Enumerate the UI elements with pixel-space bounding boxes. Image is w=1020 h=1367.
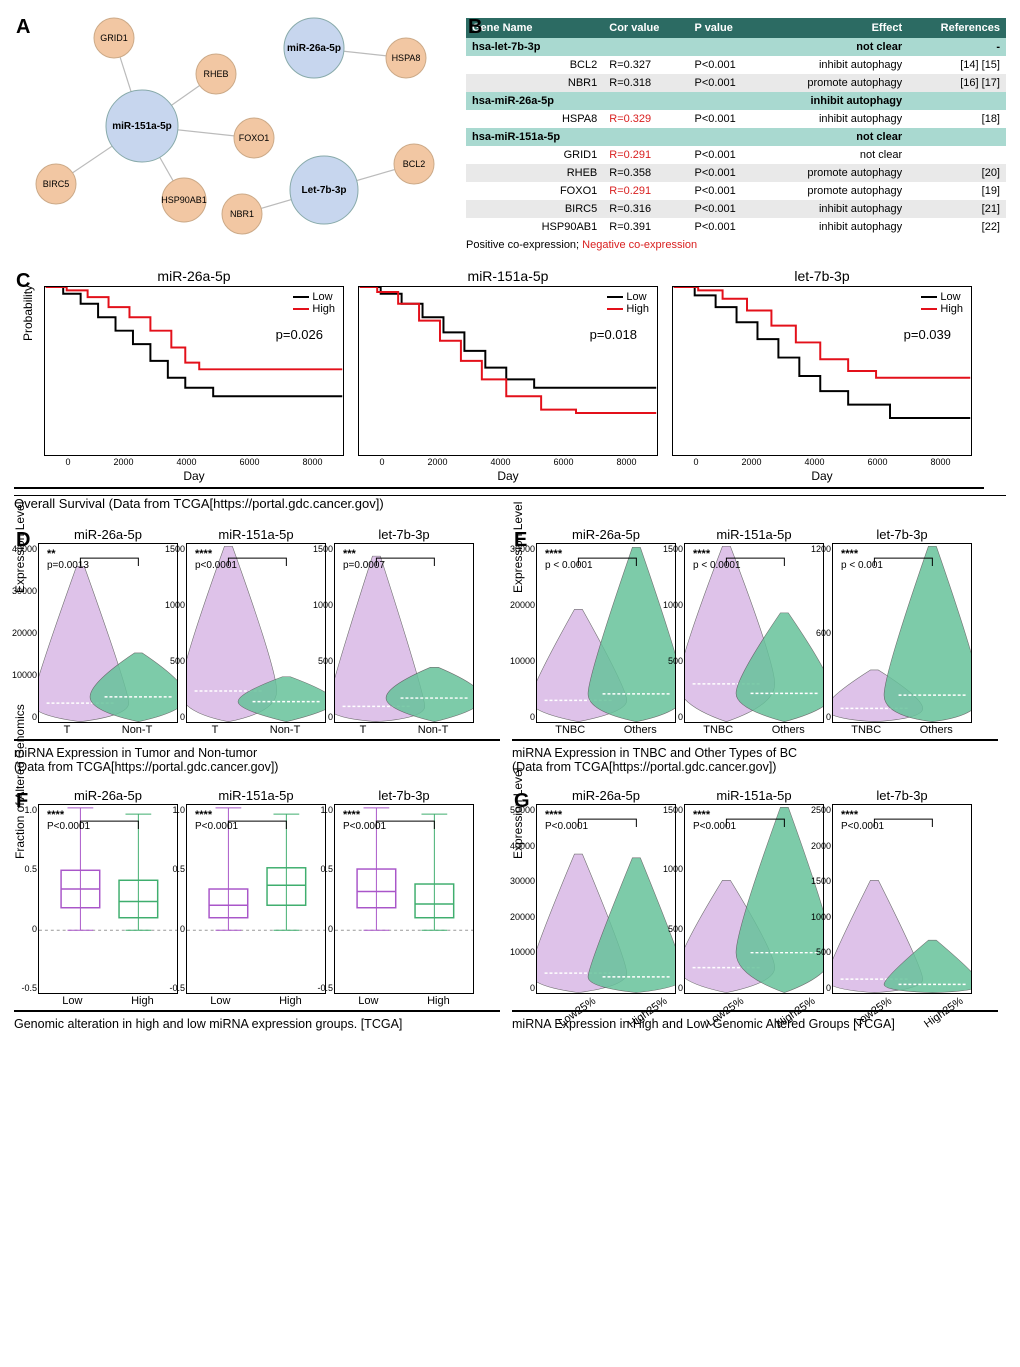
panel-g: G miR-26a-5p****P<0.0001Expression Level…: [512, 788, 998, 1031]
svg-text:BCL2: BCL2: [403, 159, 426, 169]
panel-d-caption: miRNA Expression in Tumor and Non-tumor(…: [14, 746, 484, 774]
svg-text:NBR1: NBR1: [230, 209, 254, 219]
panel-d-plots: miR-26a-5p**p=0.0013Expression Level4000…: [38, 527, 500, 736]
panel-b-table: B Gene NameCor valueP valueEffectReferen…: [466, 14, 1006, 254]
footnote-negative: Negative co-expression: [582, 239, 697, 251]
svg-text:HSP90AB1: HSP90AB1: [161, 195, 207, 205]
panel-f: F miR-26a-5p****P<0.0001Fraction of Alte…: [14, 788, 500, 1031]
panel-c-survival: C miR-26a-5pLow High p=0.026Probability0…: [14, 268, 1006, 511]
svg-text:FOXO1: FOXO1: [239, 133, 270, 143]
network-svg: miR-151a-5p miR-26a-5p Let-7b-3p GRID1 RHEB F…: [14, 14, 454, 254]
footnote-positive: Positive co-expression;: [466, 239, 582, 251]
svg-text:RHEB: RHEB: [203, 69, 228, 79]
panel-e: E miR-26a-5p****p < 0.0001Expression Lev…: [512, 527, 998, 774]
panel-f-plots: miR-26a-5p****P<0.0001Fraction of Altere…: [38, 788, 500, 1007]
coexpression-table: Gene NameCor valueP valueEffectReference…: [466, 18, 1006, 236]
panel-e-caption: miRNA Expression in TNBC and Other Types…: [512, 746, 982, 774]
svg-text:Let-7b-3p: Let-7b-3p: [302, 185, 347, 196]
svg-text:BIRC5: BIRC5: [43, 179, 70, 189]
panel-e-plots: miR-26a-5p****p < 0.0001Expression Level…: [536, 527, 998, 736]
svg-text:HSPA8: HSPA8: [392, 53, 421, 63]
panel-label-b: B: [468, 16, 482, 39]
panel-a-network: A miR-151a-5pmiR-26a-5pLet-7b-3pGRID1RHE…: [14, 14, 454, 254]
panel-g-caption: miRNA Expression in High and Low Genomic…: [512, 1017, 982, 1031]
table-footnote: Positive co-expression; Negative co-expr…: [466, 239, 1006, 251]
panel-f-caption: Genomic alteration in high and low miRNA…: [14, 1017, 484, 1031]
svg-text:miR-151a-5p: miR-151a-5p: [112, 121, 171, 132]
panel-c-caption: Overall Survival (Data from TCGA[https:/…: [14, 495, 1006, 511]
panel-d: D miR-26a-5p**p=0.0013Expression Level40…: [14, 527, 500, 774]
svg-text:GRID1: GRID1: [100, 33, 128, 43]
svg-text:miR-26a-5p: miR-26a-5p: [287, 43, 341, 54]
km-charts-row: miR-26a-5pLow High p=0.026Probability020…: [44, 268, 1006, 483]
panel-g-plots: miR-26a-5p****P<0.0001Expression Level50…: [536, 788, 998, 1007]
